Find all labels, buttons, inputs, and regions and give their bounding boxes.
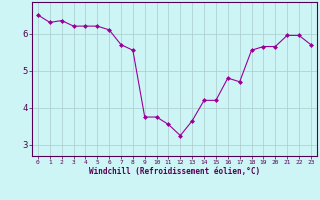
X-axis label: Windchill (Refroidissement éolien,°C): Windchill (Refroidissement éolien,°C)	[89, 167, 260, 176]
